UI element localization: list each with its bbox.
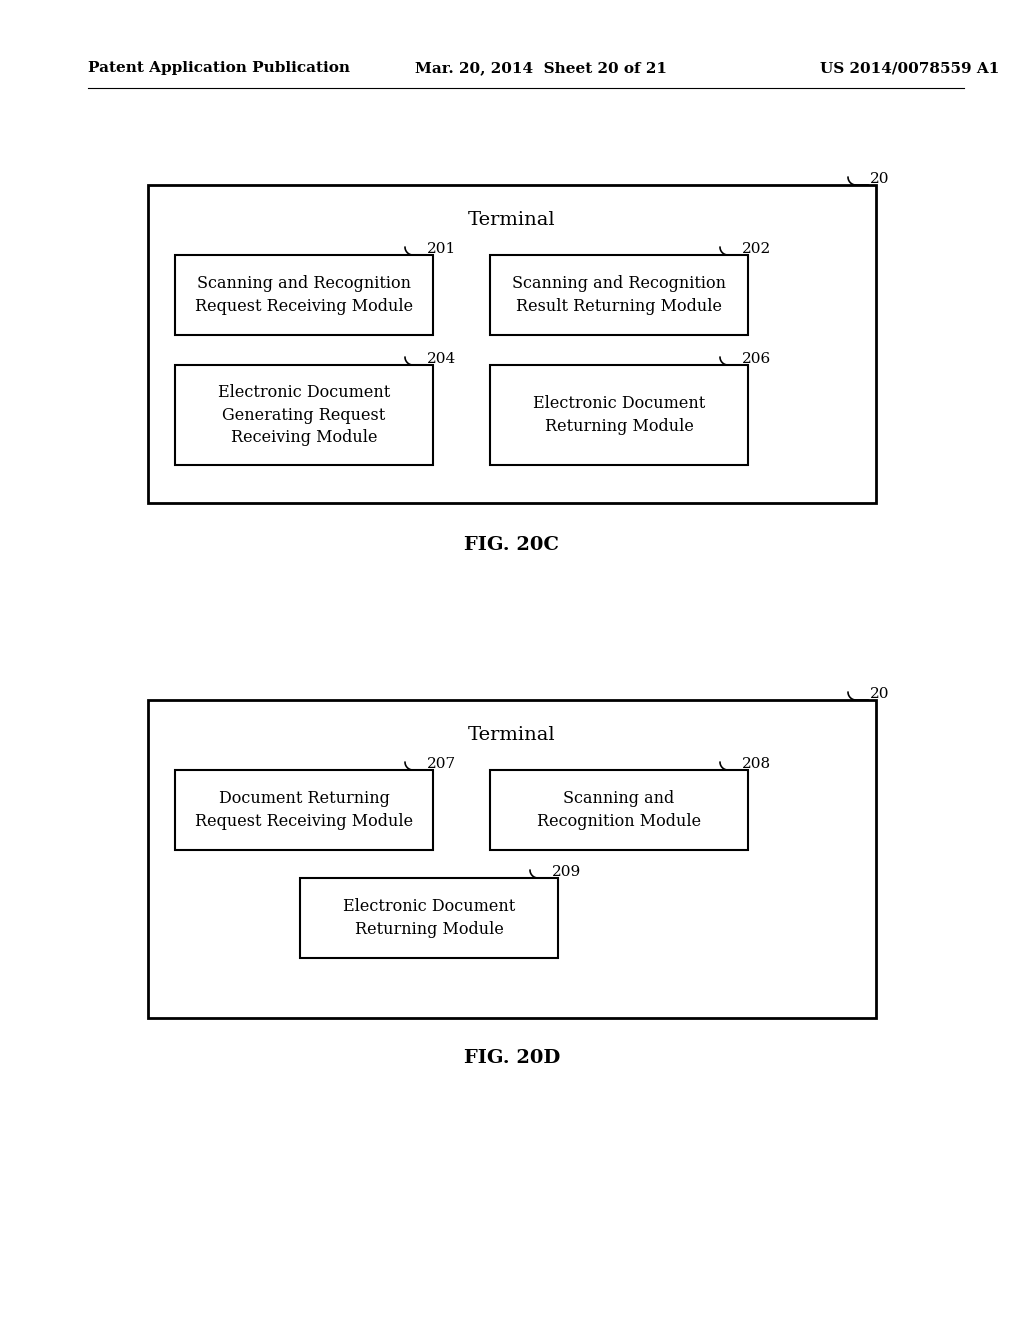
- Text: Scanning and
Recognition Module: Scanning and Recognition Module: [537, 791, 701, 829]
- Text: Scanning and Recognition
Request Receiving Module: Scanning and Recognition Request Receivi…: [195, 276, 413, 314]
- Bar: [175, 770, 433, 850]
- Text: Document Returning
Request Receiving Module: Document Returning Request Receiving Mod…: [195, 791, 413, 829]
- Text: 207: 207: [427, 756, 456, 771]
- Text: Scanning and Recognition
Result Returning Module: Scanning and Recognition Result Returnin…: [512, 276, 726, 314]
- Text: Electronic Document
Generating Request
Receiving Module: Electronic Document Generating Request R…: [218, 384, 390, 446]
- Text: 208: 208: [741, 756, 771, 771]
- Text: 20: 20: [869, 686, 889, 701]
- Bar: [300, 878, 558, 958]
- Text: 20: 20: [869, 172, 889, 186]
- Text: 204: 204: [427, 352, 456, 366]
- Text: 201: 201: [427, 242, 456, 256]
- Text: US 2014/0078559 A1: US 2014/0078559 A1: [820, 61, 999, 75]
- Bar: [148, 700, 876, 1018]
- Bar: [490, 366, 748, 465]
- Bar: [490, 255, 748, 335]
- Text: FIG. 20C: FIG. 20C: [465, 536, 559, 554]
- Bar: [175, 366, 433, 465]
- Text: Electronic Document
Returning Module: Electronic Document Returning Module: [532, 396, 706, 434]
- Text: 209: 209: [552, 865, 581, 879]
- Text: Electronic Document
Returning Module: Electronic Document Returning Module: [343, 899, 515, 937]
- Text: Terminal: Terminal: [468, 726, 556, 744]
- Bar: [148, 185, 876, 503]
- Text: Patent Application Publication: Patent Application Publication: [88, 61, 350, 75]
- Text: Terminal: Terminal: [468, 211, 556, 228]
- Bar: [175, 255, 433, 335]
- Text: 202: 202: [741, 242, 771, 256]
- Text: Mar. 20, 2014  Sheet 20 of 21: Mar. 20, 2014 Sheet 20 of 21: [415, 61, 667, 75]
- Text: FIG. 20D: FIG. 20D: [464, 1049, 560, 1067]
- Bar: [490, 770, 748, 850]
- Text: 206: 206: [741, 352, 771, 366]
